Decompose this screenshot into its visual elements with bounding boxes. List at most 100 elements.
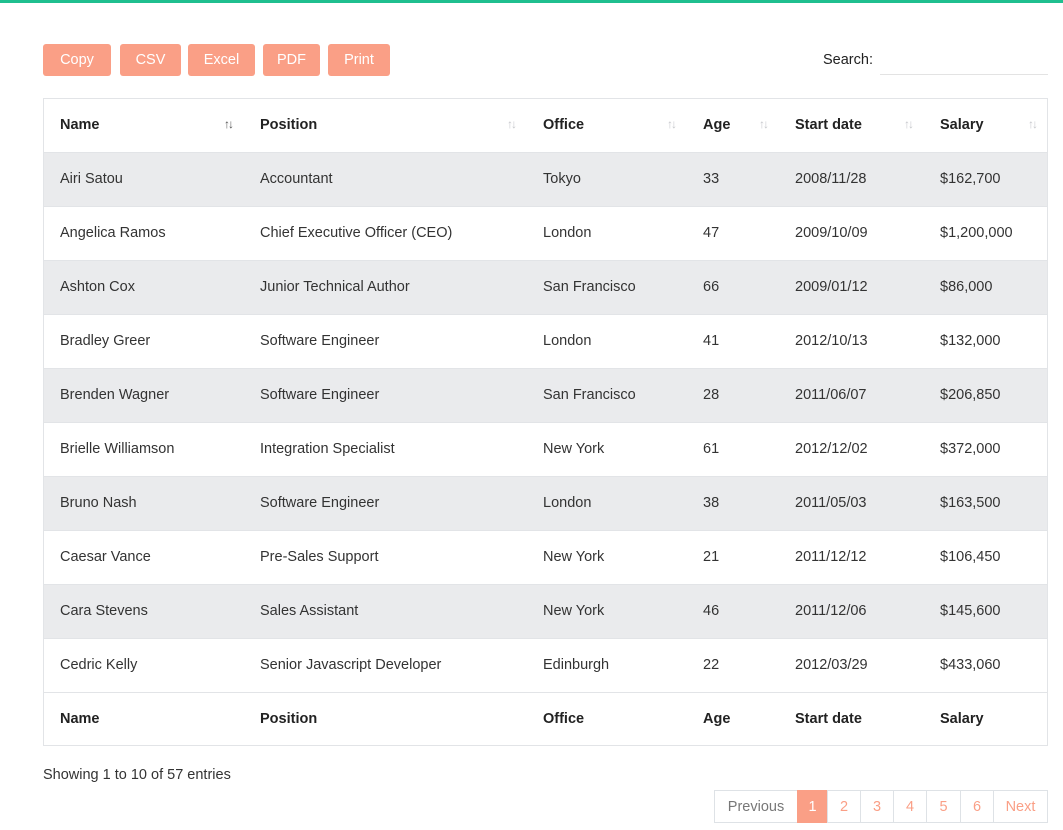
table-cell: New York — [543, 603, 605, 619]
table-cell: Accountant — [260, 171, 333, 187]
top-bar — [0, 0, 1063, 3]
table-cell: $132,000 — [940, 333, 1001, 349]
table-cell: Brielle Williamson — [60, 441, 175, 457]
table-cell: 2009/01/12 — [795, 279, 868, 295]
table-cell: Tokyo — [543, 171, 581, 187]
column-header[interactable]: Name — [60, 117, 100, 133]
table-cell: 22 — [703, 657, 720, 673]
column-footer: Name — [60, 711, 100, 727]
table-cell: Software Engineer — [260, 387, 380, 403]
page-button[interactable]: 2 — [827, 790, 861, 823]
next-button[interactable]: Next — [993, 790, 1048, 823]
table-cell: 2008/11/28 — [795, 171, 867, 187]
page-button[interactable]: 3 — [860, 790, 894, 823]
table-cell: $162,700 — [940, 171, 1001, 187]
column-footer: Position — [260, 711, 318, 727]
table-cell: 61 — [703, 441, 720, 457]
column-footer: Salary — [940, 711, 984, 727]
table-cell: New York — [543, 549, 605, 565]
page-button[interactable]: 6 — [960, 790, 994, 823]
column-header[interactable]: Office — [543, 117, 585, 133]
column-header[interactable]: Age — [703, 117, 731, 133]
table-cell: 21 — [703, 549, 720, 565]
footer-row: Name Position Office Age Start date Salary — [44, 693, 1047, 747]
table-row: Airi Satou Accountant Tokyo 33 2008/11/28 $16… — [44, 153, 1047, 207]
page-button[interactable]: 5 — [926, 790, 961, 823]
table-row: Brielle Williamson Integration Specialist… — [44, 423, 1047, 477]
page-button[interactable]: 4 — [893, 790, 927, 823]
table-row: Bruno Nash Software Engineer London 38 2011/… — [44, 477, 1047, 531]
table-cell: $433,060 — [940, 657, 1001, 673]
table-cell: Junior Technical Author — [260, 279, 410, 295]
search-label: Search: — [823, 52, 873, 68]
table-cell: 2011/12/06 — [795, 603, 867, 619]
table-info: Showing 1 to 10 of 57 entries — [43, 767, 231, 783]
export-button[interactable]: PDF — [263, 44, 320, 76]
column-header[interactable]: Salary — [940, 117, 984, 133]
sort-icon[interactable]: ↑↓ — [224, 117, 234, 131]
table-cell: Caesar Vance — [60, 549, 151, 565]
table-cell: 38 — [703, 495, 720, 511]
table-cell: Integration Specialist — [260, 441, 395, 457]
table-cell: Chief Executive Officer (CEO) — [260, 225, 453, 241]
table-cell: Sales Assistant — [260, 603, 359, 619]
page-button[interactable]: 1 — [797, 790, 828, 823]
table-cell: Pre-Sales Support — [260, 549, 379, 565]
sort-icon[interactable]: ↑↓ — [904, 117, 914, 131]
table-cell: San Francisco — [543, 279, 636, 295]
table-cell: $206,850 — [940, 387, 1001, 403]
table-cell: Cara Stevens — [60, 603, 148, 619]
column-header[interactable]: Start date — [795, 117, 862, 133]
data-table: Name ↑↓ Position ↑↓ Office ↑↓ Age ↑↓ Start date ↑… — [43, 98, 1048, 746]
table-cell: 2012/10/13 — [795, 333, 868, 349]
column-footer: Age — [703, 711, 731, 727]
table-cell: 33 — [703, 171, 720, 187]
sort-icon[interactable]: ↑↓ — [759, 117, 769, 131]
table-cell: $86,000 — [940, 279, 993, 295]
table-cell: 2012/03/29 — [795, 657, 868, 673]
table-cell: 46 — [703, 603, 720, 619]
table-cell: London — [543, 495, 592, 511]
sort-icon[interactable]: ↑↓ — [507, 117, 517, 131]
export-button[interactable]: Copy — [43, 44, 111, 76]
header-row: Name ↑↓ Position ↑↓ Office ↑↓ Age ↑↓ Start date ↑… — [44, 99, 1047, 153]
table-cell: Software Engineer — [260, 333, 380, 349]
table-cell: Bruno Nash — [60, 495, 137, 511]
table-row: Ashton Cox Junior Technical Author San Fra… — [44, 261, 1047, 315]
table-row: Cedric Kelly Senior Javascript Developer E… — [44, 639, 1047, 693]
table-cell: 28 — [703, 387, 720, 403]
table-cell: $145,600 — [940, 603, 1001, 619]
table-cell: Airi Satou — [60, 171, 123, 187]
table-cell: 2011/12/12 — [795, 549, 867, 565]
sort-icon[interactable]: ↑↓ — [1028, 117, 1038, 131]
table-cell: Senior Javascript Developer — [260, 657, 442, 673]
sort-icon[interactable]: ↑↓ — [667, 117, 677, 131]
table-cell: $1,200,000 — [940, 225, 1013, 241]
export-button[interactable]: Print — [328, 44, 390, 76]
table-row: Bradley Greer Software Engineer London 41 20… — [44, 315, 1047, 369]
table-cell: $106,450 — [940, 549, 1001, 565]
table-row: Caesar Vance Pre-Sales Support New York 21 2… — [44, 531, 1047, 585]
previous-button[interactable]: Previous — [714, 790, 798, 823]
table-cell: 66 — [703, 279, 720, 295]
export-button[interactable]: Excel — [188, 44, 255, 76]
table-cell: 2011/06/07 — [795, 387, 867, 403]
table-cell: $163,500 — [940, 495, 1001, 511]
table-cell: New York — [543, 441, 605, 457]
search-input[interactable] — [880, 48, 1048, 75]
table-cell: 47 — [703, 225, 720, 241]
table-cell: 2011/05/03 — [795, 495, 867, 511]
column-footer: Start date — [795, 711, 862, 727]
table-cell: 2009/10/09 — [795, 225, 868, 241]
table-cell: 41 — [703, 333, 720, 349]
table-cell: Edinburgh — [543, 657, 610, 673]
column-footer: Office — [543, 711, 585, 727]
table-cell: London — [543, 225, 592, 241]
column-header[interactable]: Position — [260, 117, 318, 133]
export-button[interactable]: CSV — [120, 44, 181, 76]
table-cell: Software Engineer — [260, 495, 380, 511]
table-cell: San Francisco — [543, 387, 636, 403]
table-row: Cara Stevens Sales Assistant New York 46 201… — [44, 585, 1047, 639]
table-cell: 2012/12/02 — [795, 441, 868, 457]
